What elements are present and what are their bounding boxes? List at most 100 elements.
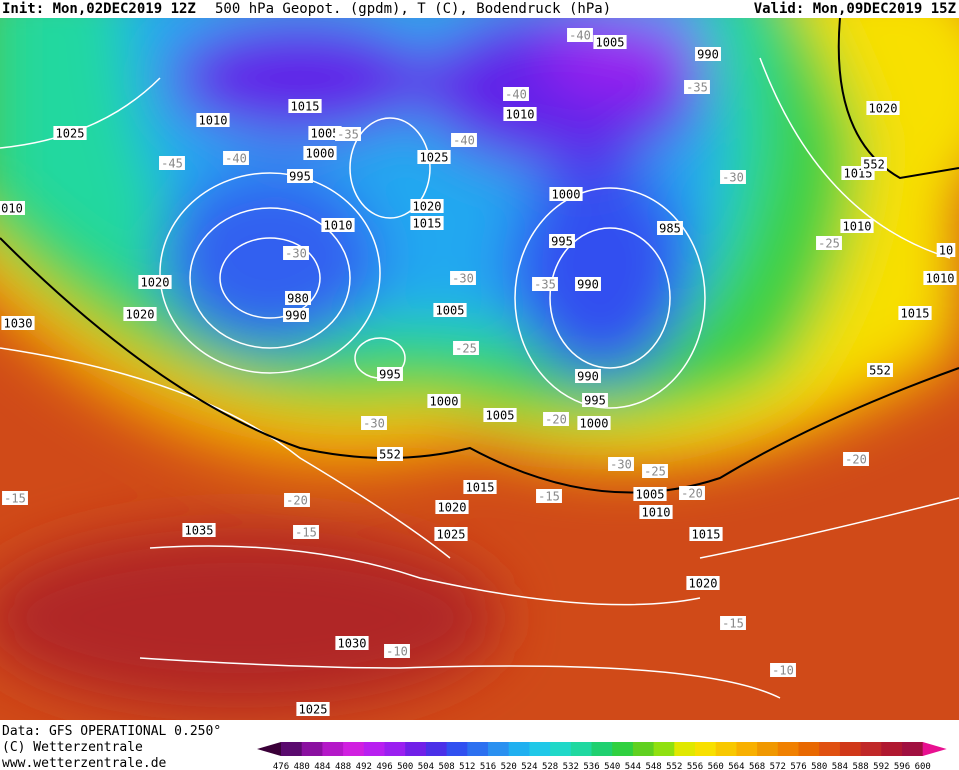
colorbar-label: 476 — [273, 762, 289, 770]
field-clip — [0, 18, 959, 720]
contour-label: -30 — [452, 272, 474, 286]
label-box — [53, 126, 87, 140]
contour-label: 985 — [659, 222, 681, 236]
contour-label: 1020 — [869, 102, 898, 116]
colorbar-label: 552 — [666, 762, 682, 770]
contour-label: -35 — [337, 128, 359, 142]
colorbar-cell — [281, 742, 303, 756]
contour-label: 990 — [577, 370, 599, 384]
colorbar-label: 540 — [604, 762, 620, 770]
colorbar-label: 568 — [749, 762, 765, 770]
contour-label: -15 — [295, 526, 317, 540]
label-box — [866, 101, 900, 115]
contour-label: -15 — [722, 617, 744, 631]
colorbar-cell — [736, 742, 758, 756]
contour-label: 1015 — [692, 528, 721, 542]
colorbar-label: 504 — [418, 762, 434, 770]
contour-label: 1010 — [642, 506, 671, 520]
label-box — [377, 447, 403, 461]
footer-line: Data: GFS OPERATIONAL 0.250° — [2, 724, 221, 739]
colorbar-label: 580 — [811, 762, 827, 770]
label-box — [284, 493, 310, 507]
contour-label: -20 — [545, 413, 567, 427]
label-box — [123, 307, 157, 321]
colorbar-label: 576 — [790, 762, 806, 770]
label-box — [283, 308, 309, 322]
colorbar-cell — [570, 742, 592, 756]
field — [0, 18, 959, 720]
label-box — [867, 363, 893, 377]
label-box — [182, 523, 216, 537]
colorbar-label: 560 — [708, 762, 724, 770]
colorbar-label: 596 — [894, 762, 910, 770]
label-box — [308, 126, 342, 140]
colorbar-label: 508 — [438, 762, 454, 770]
label-box — [695, 47, 721, 61]
colorbar-cell — [860, 742, 882, 756]
colorbar-label: 528 — [542, 762, 558, 770]
label-box — [410, 216, 444, 230]
contour-label: 010 — [1, 202, 23, 216]
contour-label: 1000 — [430, 395, 459, 409]
colorbar-label: 492 — [356, 762, 372, 770]
colorbar-cell — [446, 742, 468, 756]
colorbar-cell — [363, 742, 385, 756]
colorbar-cell — [798, 742, 820, 756]
contour-label: -20 — [286, 494, 308, 508]
label-box — [463, 480, 497, 494]
colorbar-cell — [343, 742, 365, 756]
colorbar-cell — [467, 742, 489, 756]
contour-label: -25 — [455, 342, 477, 356]
contour-label: 1010 — [506, 108, 535, 122]
label-box — [639, 505, 673, 519]
label-box — [686, 576, 720, 590]
colorbar-cell — [612, 742, 634, 756]
colorbar-cell — [653, 742, 675, 756]
colorbar-label: 520 — [501, 762, 517, 770]
label-box — [503, 87, 529, 101]
valid-time: Valid: Mon,09DEC2019 15Z — [754, 1, 956, 17]
label-box — [1, 316, 35, 330]
label-box — [642, 464, 668, 478]
contour-label: -20 — [681, 487, 703, 501]
label-box — [689, 527, 723, 541]
label-box — [410, 199, 444, 213]
label-box — [608, 457, 634, 471]
label-box — [543, 412, 569, 426]
colorbar-label: 584 — [832, 762, 848, 770]
contour-label: -30 — [610, 458, 632, 472]
colorbar-label: 512 — [459, 762, 475, 770]
contour-label: 990 — [285, 309, 307, 323]
label-box — [536, 489, 562, 503]
colorbar-label: 556 — [687, 762, 703, 770]
contour-label: -15 — [4, 492, 26, 506]
contour-label: 1015 — [901, 307, 930, 321]
colorbar-cell — [384, 742, 406, 756]
contour-label: -30 — [722, 171, 744, 185]
label-box — [453, 341, 479, 355]
contour-label: 552 — [869, 364, 891, 378]
contour-label: -10 — [772, 664, 794, 678]
colorbar-label: 480 — [294, 762, 310, 770]
colorbar-cell — [550, 742, 572, 756]
contour-label: -25 — [644, 465, 666, 479]
label-box — [335, 636, 369, 650]
label-box — [679, 486, 705, 500]
colorbar-cell — [902, 742, 924, 756]
colorbar-cell — [425, 742, 448, 756]
colorbar-cell — [405, 742, 427, 756]
label-box — [843, 452, 869, 466]
label-box — [720, 170, 746, 184]
colorbar-cell — [529, 742, 551, 756]
colorbar-label: 532 — [563, 762, 579, 770]
label-box — [283, 246, 309, 260]
label-box — [657, 221, 683, 235]
contour-label: -30 — [363, 417, 385, 431]
colorbar-label: 536 — [583, 762, 599, 770]
contour-label: 1010 — [199, 114, 228, 128]
label-box — [321, 218, 355, 232]
label-box — [483, 408, 517, 422]
label-box — [450, 271, 476, 285]
contour-label: 990 — [577, 278, 599, 292]
